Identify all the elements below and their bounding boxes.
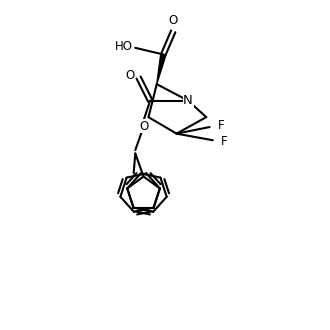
Text: F: F xyxy=(218,119,224,132)
Text: O: O xyxy=(139,119,148,133)
Text: N: N xyxy=(183,94,193,107)
Text: F: F xyxy=(221,135,228,148)
Text: O: O xyxy=(125,69,135,82)
Polygon shape xyxy=(157,54,166,84)
Text: O: O xyxy=(169,15,178,27)
Text: HO: HO xyxy=(115,40,133,53)
